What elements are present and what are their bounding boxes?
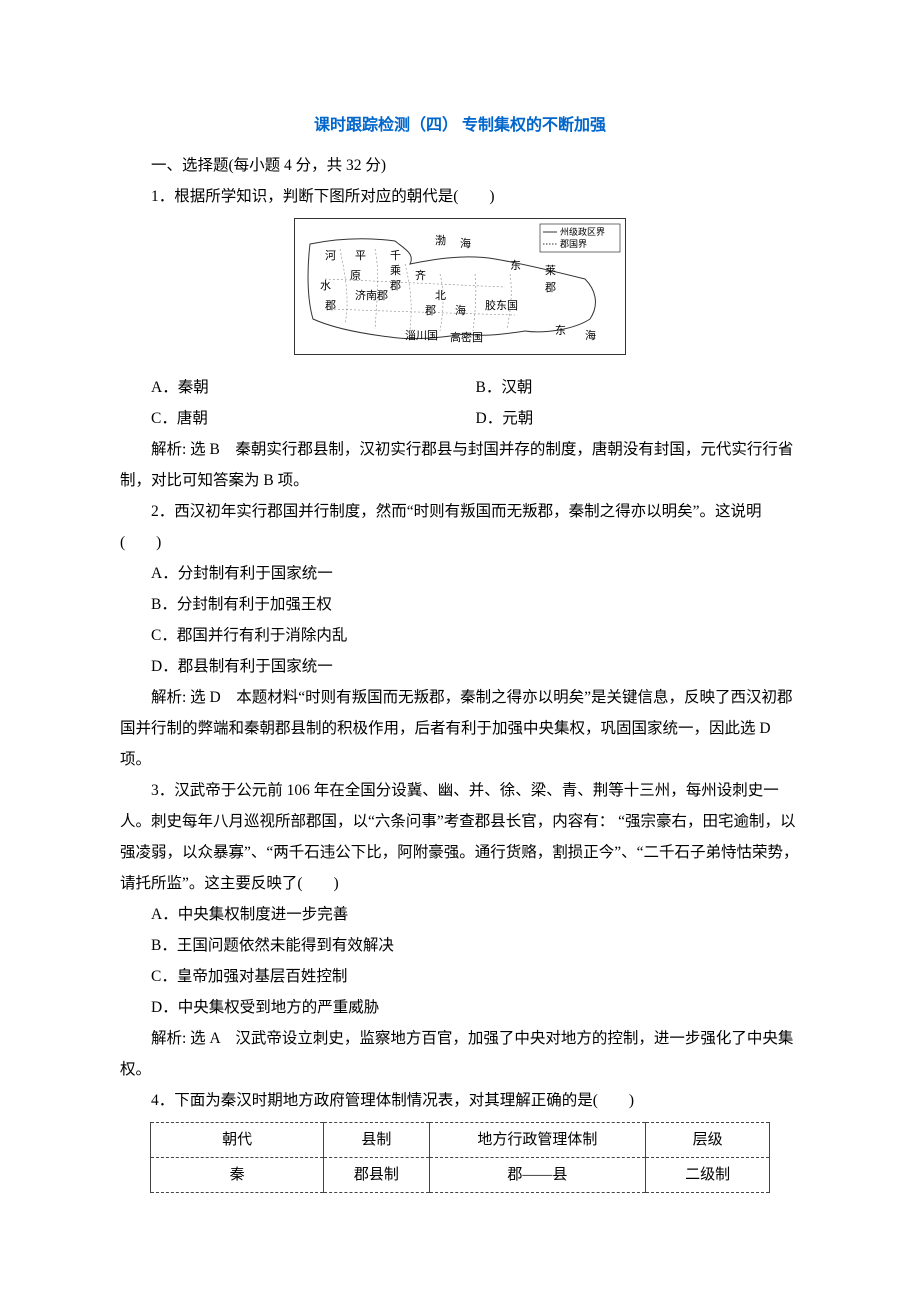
q1-map: 渤海河平千乘郡东莱郡水原济南郡郡齐北郡海胶东国淄川国高密国东海州级政区界郡国界 — [120, 218, 800, 366]
table-cell: 郡——县 — [429, 1158, 646, 1193]
svg-text:济南郡: 济南郡 — [355, 288, 388, 302]
q1-option-d: D．元朝 — [476, 403, 801, 434]
svg-text:水: 水 — [320, 279, 331, 292]
q4-table: 朝代县制地方行政管理体制层级秦郡县制郡——县二级制 — [150, 1122, 770, 1193]
svg-text:莱: 莱 — [545, 264, 556, 277]
svg-text:郡: 郡 — [425, 304, 436, 317]
q2-option-c: C．郡国并行有利于消除内乱 — [151, 620, 800, 651]
q4-stem: 4．下面为秦汉时期地方政府管理体制情况表，对其理解正确的是( ) — [120, 1085, 800, 1116]
table-header-cell: 县制 — [324, 1123, 429, 1158]
svg-text:北: 北 — [435, 289, 446, 302]
table-cell: 二级制 — [646, 1158, 770, 1193]
q3-explain: 解析: 选 A 汉武帝设立刺史，监察地方百官，加强了中央对地方的控制，进一步强化… — [120, 1023, 800, 1085]
q3-option-a: A．中央集权制度进一步完善 — [151, 899, 800, 930]
svg-text:郡: 郡 — [390, 279, 401, 292]
svg-text:胶东国: 胶东国 — [485, 298, 518, 312]
document-page: 课时跟踪检测（四） 专制集权的不断加强 一、选择题(每小题 4 分，共 32 分… — [0, 0, 920, 1302]
svg-text:高密国: 高密国 — [450, 330, 483, 344]
q1-option-a: A．秦朝 — [151, 372, 476, 403]
svg-text:原: 原 — [350, 270, 361, 282]
table-header-cell: 地方行政管理体制 — [429, 1123, 646, 1158]
q1-option-c: C．唐朝 — [151, 403, 476, 434]
svg-text:千: 千 — [390, 249, 401, 262]
q2-option-d: D．郡县制有利于国家统一 — [151, 651, 800, 682]
q3-options: A．中央集权制度进一步完善 B．王国问题依然未能得到有效解决 C．皇帝加强对基层… — [120, 899, 800, 1023]
table-header-cell: 朝代 — [151, 1123, 324, 1158]
q1-explain: 解析: 选 B 秦朝实行郡县制，汉初实行郡县与封国并存的制度，唐朝没有封国，元代… — [120, 434, 800, 496]
svg-text:郡国界: 郡国界 — [560, 239, 587, 249]
q3-option-c: C．皇帝加强对基层百姓控制 — [151, 961, 800, 992]
table-cell: 秦 — [151, 1158, 324, 1193]
q2-option-b: B．分封制有利于加强王权 — [151, 589, 800, 620]
svg-text:乘: 乘 — [390, 264, 401, 277]
table-row: 秦郡县制郡——县二级制 — [151, 1158, 770, 1193]
svg-text:州级政区界: 州级政区界 — [560, 226, 605, 237]
svg-text:海: 海 — [455, 303, 466, 317]
svg-text:齐: 齐 — [415, 268, 426, 282]
table-header-row: 朝代县制地方行政管理体制层级 — [151, 1123, 770, 1158]
svg-text:东: 东 — [510, 259, 521, 272]
q2-options: A．分封制有利于国家统一 B．分封制有利于加强王权 C．郡国并行有利于消除内乱 … — [120, 558, 800, 682]
svg-text:郡: 郡 — [325, 299, 336, 312]
svg-text:渤: 渤 — [435, 234, 446, 247]
svg-text:淄川国: 淄川国 — [405, 329, 438, 342]
q2-explain: 解析: 选 D 本题材料“时则有叛国而无叛郡，秦制之得亦以明矣”是关键信息，反映… — [120, 682, 800, 775]
svg-text:郡: 郡 — [545, 281, 556, 294]
q2-stem: 2．西汉初年实行郡国并行制度，然而“时则有叛国而无叛郡，秦制之得亦以明矣”。这说… — [120, 496, 800, 558]
svg-text:东: 东 — [555, 324, 566, 337]
q2-option-a: A．分封制有利于国家统一 — [151, 558, 800, 589]
map-svg: 渤海河平千乘郡东莱郡水原济南郡郡齐北郡海胶东国淄川国高密国东海州级政区界郡国界 — [294, 218, 626, 355]
q1-options: A．秦朝 B．汉朝 C．唐朝 D．元朝 — [120, 372, 800, 434]
q3-option-b: B．王国问题依然未能得到有效解决 — [151, 930, 800, 961]
svg-text:海: 海 — [585, 328, 596, 342]
table-cell: 郡县制 — [324, 1158, 429, 1193]
svg-text:平: 平 — [355, 250, 366, 262]
q1-option-b: B．汉朝 — [476, 372, 801, 403]
q3-option-d: D．中央集权受到地方的严重威胁 — [151, 992, 800, 1023]
q1-stem: 1．根据所学知识，判断下图所对应的朝代是( ) — [120, 181, 800, 212]
svg-text:海: 海 — [460, 236, 471, 250]
q3-stem: 3．汉武帝于公元前 106 年在全国分设冀、幽、并、徐、梁、青、荆等十三州，每州… — [120, 775, 800, 899]
table-header-cell: 层级 — [646, 1123, 770, 1158]
svg-text:河: 河 — [325, 249, 336, 262]
section-a-header: 一、选择题(每小题 4 分，共 32 分) — [120, 150, 800, 181]
lesson-title: 课时跟踪检测（四） 专制集权的不断加强 — [120, 110, 800, 142]
